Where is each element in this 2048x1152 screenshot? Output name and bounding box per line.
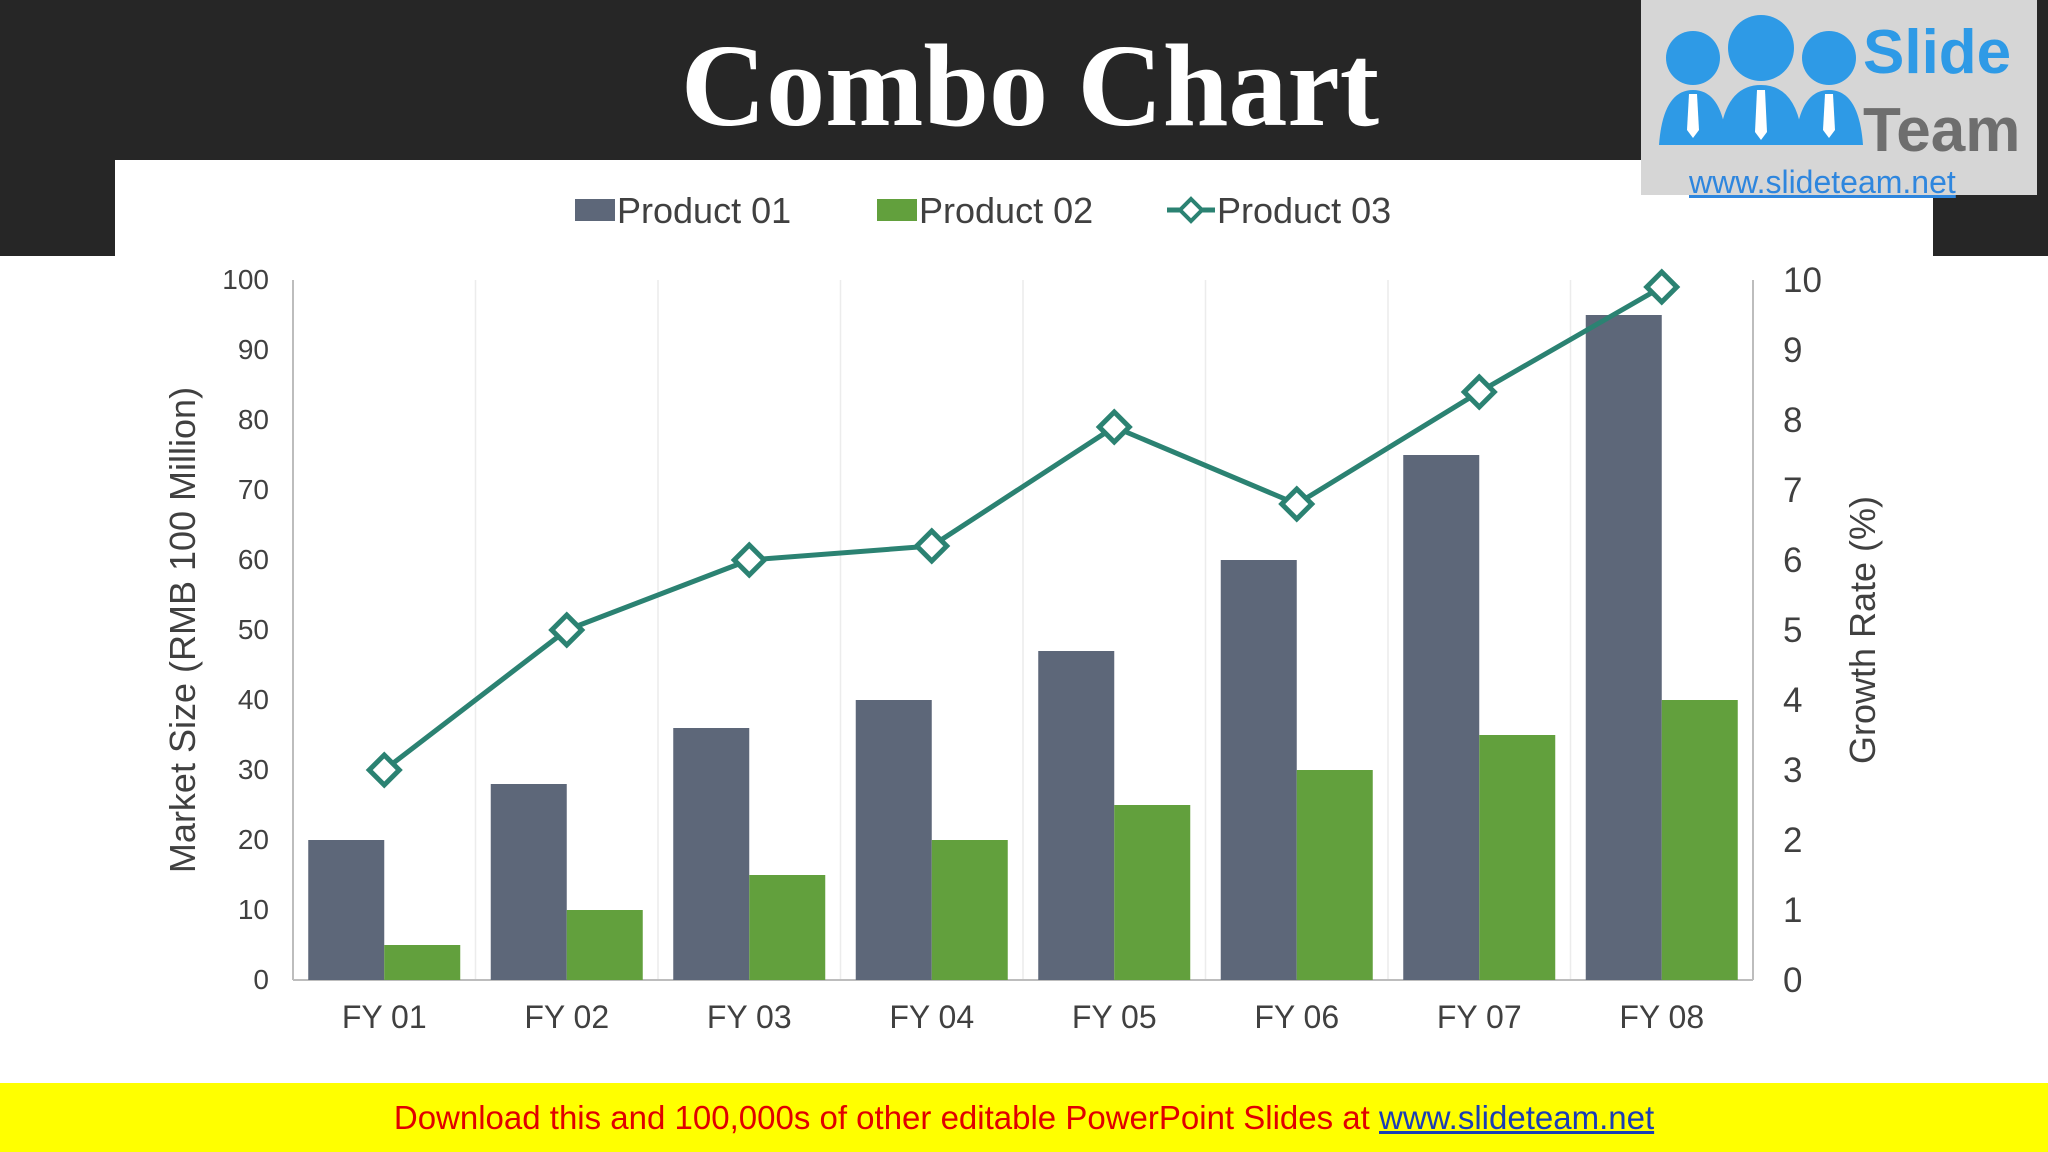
bar-product-01 bbox=[490, 784, 567, 980]
y2-tick-label: 10 bbox=[1783, 261, 1822, 300]
y2-tick-label: 6 bbox=[1783, 541, 1802, 580]
y-tick-label: 80 bbox=[238, 404, 269, 435]
y2-tick-label: 3 bbox=[1783, 751, 1802, 790]
bar-product-02 bbox=[1296, 770, 1373, 980]
bar-product-02 bbox=[566, 910, 643, 980]
legend-swatch-product-02 bbox=[877, 199, 917, 221]
y2-tick-label: 2 bbox=[1783, 821, 1802, 860]
y-tick-label: 90 bbox=[238, 334, 269, 365]
line-point-product-03 bbox=[1643, 268, 1681, 306]
bar-product-02 bbox=[1661, 700, 1738, 980]
line-point-product-03 bbox=[913, 527, 951, 565]
bar-product-01 bbox=[673, 728, 750, 980]
bar-product-02 bbox=[931, 840, 1008, 980]
bar-product-01 bbox=[1038, 651, 1115, 980]
y2-tick-label: 1 bbox=[1783, 891, 1802, 930]
y2-tick-label: 9 bbox=[1783, 331, 1802, 370]
bar-product-01 bbox=[1403, 455, 1480, 980]
y2-tick-label: 0 bbox=[1783, 961, 1802, 1000]
y-tick-label: 70 bbox=[238, 474, 269, 505]
y2-axis-title: Growth Rate (%) bbox=[1842, 496, 1883, 764]
line-product-03 bbox=[382, 284, 1663, 772]
bar-product-01 bbox=[1220, 560, 1297, 980]
legend-swatch-product-01 bbox=[575, 199, 615, 221]
y-tick-label: 50 bbox=[238, 614, 269, 645]
bar-product-02 bbox=[1114, 805, 1191, 980]
bar-product-02 bbox=[749, 875, 826, 980]
x-tick-label: FY 07 bbox=[1437, 999, 1522, 1035]
line-point-product-03 bbox=[1278, 485, 1316, 523]
slideteam-logo[interactable]: Slide Team www.slideteam.net bbox=[1641, 0, 2037, 200]
x-tick-label: FY 01 bbox=[342, 999, 427, 1035]
y-tick-label: 10 bbox=[238, 894, 269, 925]
combo-chart: 0 10 20 30 40 50 60 70 80 90 100 0 1 2 3 4 5 6 7 8 9 10 FY 01 F… bbox=[162, 190, 1883, 1035]
page-title: Combo Chart bbox=[680, 20, 1380, 151]
y2-tick-label: 4 bbox=[1783, 681, 1802, 720]
download-banner: Download this and 100,000s of other edit… bbox=[0, 1083, 2048, 1152]
x-tick-label: FY 06 bbox=[1254, 999, 1339, 1035]
y2-tick-label: 7 bbox=[1783, 471, 1802, 510]
y-tick-label: 0 bbox=[253, 964, 269, 995]
y-tick-label: 60 bbox=[238, 544, 269, 575]
y-tick-label: 30 bbox=[238, 754, 269, 785]
x-tick-label: FY 08 bbox=[1619, 999, 1704, 1035]
legend-marker-product-03 bbox=[1177, 196, 1205, 224]
logo-word-slide: Slide bbox=[1863, 18, 2012, 87]
legend-label-product-02: Product 02 bbox=[919, 190, 1093, 231]
line-point-product-03 bbox=[730, 541, 768, 579]
bar-product-01 bbox=[308, 840, 385, 980]
line-point-product-03 bbox=[1095, 408, 1133, 446]
y-tick-label: 40 bbox=[238, 684, 269, 715]
bar-product-02 bbox=[1479, 735, 1556, 980]
x-tick-label: FY 05 bbox=[1072, 999, 1157, 1035]
x-tick-label: FY 03 bbox=[707, 999, 792, 1035]
bar-product-02 bbox=[384, 945, 461, 980]
logo-url-link[interactable]: www.slideteam.net bbox=[1689, 164, 1956, 200]
legend-label-product-01: Product 01 bbox=[617, 190, 791, 231]
x-tick-label: FY 02 bbox=[524, 999, 609, 1035]
y-tick-label: 100 bbox=[222, 264, 269, 295]
bar-product-01 bbox=[855, 700, 932, 980]
y-tick-label: 20 bbox=[238, 824, 269, 855]
line-point-product-03 bbox=[365, 751, 403, 789]
legend-label-product-03: Product 03 bbox=[1217, 190, 1391, 231]
logo-word-team: Team bbox=[1863, 96, 2021, 165]
y-axis-title: Market Size (RMB 100 Million) bbox=[162, 387, 203, 873]
y2-tick-label: 5 bbox=[1783, 611, 1802, 650]
banner-text: Download this and 100,000s of other edit… bbox=[393, 1099, 1379, 1136]
chart-panel: 0 10 20 30 40 50 60 70 80 90 100 0 1 2 3 4 5 6 7 8 9 10 FY 01 F… bbox=[115, 160, 1933, 1080]
bar-product-01 bbox=[1585, 315, 1662, 980]
line-point-product-03 bbox=[1460, 373, 1498, 411]
line-point-product-03 bbox=[548, 611, 586, 649]
y2-tick-label: 8 bbox=[1783, 401, 1802, 440]
x-tick-label: FY 04 bbox=[889, 999, 974, 1035]
banner-link[interactable]: www.slideteam.net bbox=[1379, 1099, 1655, 1136]
people-icon bbox=[1659, 15, 1863, 145]
